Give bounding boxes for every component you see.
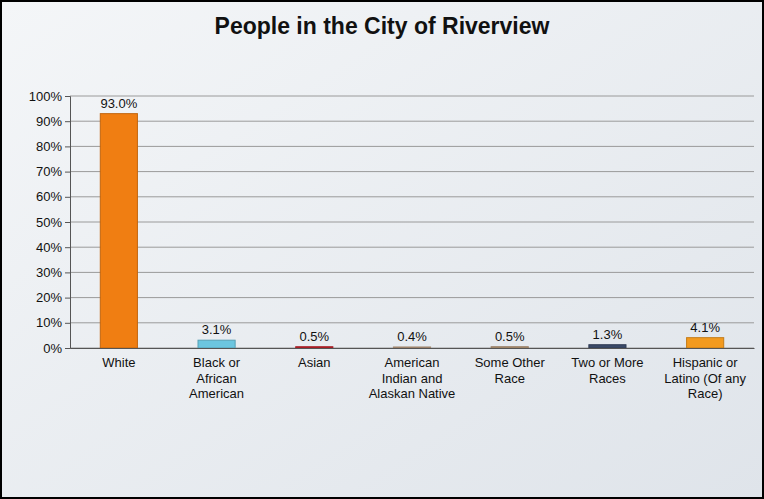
data-label: 3.1% <box>202 322 232 337</box>
x-tick: Some OtherRace <box>475 348 546 386</box>
y-tick: 70% <box>36 164 70 179</box>
y-tick-label: 0% <box>43 341 62 356</box>
y-tick: 100% <box>29 89 70 104</box>
x-tick: AmericanIndian andAlaskan Native <box>369 348 456 401</box>
x-tick-label: White <box>102 355 135 370</box>
grid-line <box>70 222 754 223</box>
y-tick-label: 50% <box>36 215 62 230</box>
grid-line <box>70 121 754 122</box>
grid-line <box>70 297 754 298</box>
y-tick-label: 80% <box>36 139 62 154</box>
y-tick-mark <box>65 197 70 198</box>
data-label: 0.5% <box>299 329 329 344</box>
y-tick: 10% <box>36 315 70 330</box>
y-tick-label: 10% <box>36 315 62 330</box>
y-tick-mark <box>65 323 70 324</box>
bar <box>100 114 137 348</box>
y-tick-mark <box>65 298 70 299</box>
bar <box>296 347 333 348</box>
x-tick: White <box>102 348 135 370</box>
y-tick: 50% <box>36 215 70 230</box>
y-tick-label: 100% <box>29 89 63 104</box>
chart: People in the City of Riverview 0% 10% 20% 3… <box>0 0 764 499</box>
y-tick-mark <box>65 121 70 122</box>
y-tick-mark <box>65 172 70 173</box>
data-label: 0.5% <box>495 329 525 344</box>
bar <box>589 345 626 348</box>
x-tick-label: Hispanic orLatino (Of anyRace) <box>664 355 746 401</box>
x-tick-label: Some OtherRace <box>475 355 546 386</box>
y-tick-label: 20% <box>36 290 62 305</box>
bar <box>491 347 528 348</box>
y-tick: 40% <box>36 240 70 255</box>
grid-line <box>70 348 754 349</box>
y-tick-label: 40% <box>36 240 62 255</box>
x-tick: Black orAfricanAmerican <box>189 348 244 401</box>
grid-line <box>70 272 754 273</box>
y-tick-mark <box>65 222 70 223</box>
x-axis-line <box>71 348 755 349</box>
y-tick-mark <box>65 146 70 147</box>
grid-line <box>70 322 754 323</box>
bar <box>687 338 724 348</box>
data-label: 1.3% <box>593 327 623 342</box>
x-tick-label: AmericanIndian andAlaskan Native <box>369 355 456 401</box>
bars <box>100 114 723 348</box>
y-tick-mark <box>65 96 70 97</box>
x-tick: Two or MoreRaces <box>571 348 643 386</box>
x-tick-label: Asian <box>298 355 331 370</box>
y-tick: 20% <box>36 290 70 305</box>
x-tick-label: Two or MoreRaces <box>571 355 643 386</box>
y-tick: 80% <box>36 139 70 154</box>
bar <box>198 340 235 348</box>
background <box>1 1 763 498</box>
y-tick-label: 70% <box>36 164 62 179</box>
x-axis: White Black orAfricanAmerican Asian America… <box>71 348 755 401</box>
data-label: 4.1% <box>690 320 720 335</box>
x-tick-label: Black orAfricanAmerican <box>189 355 244 401</box>
y-tick-mark <box>65 348 70 349</box>
grid-line <box>70 247 754 248</box>
y-tick-mark <box>65 247 70 248</box>
data-label: 93.0% <box>100 96 137 111</box>
grid-line <box>70 96 754 97</box>
bar <box>393 347 430 348</box>
x-tick: Asian <box>298 348 331 370</box>
y-axis-line <box>65 97 71 349</box>
title: People in the City of Riverview <box>215 13 550 39</box>
y-axis: 0% 10% 20% 30% 40% 50% 60% 70% 80% 90% 100% <box>29 89 71 356</box>
y-tick-label: 60% <box>36 189 62 204</box>
y-tick: 0% <box>43 341 70 356</box>
grid-line <box>70 146 754 147</box>
data-label: 0.4% <box>397 329 427 344</box>
y-tick: 30% <box>36 265 70 280</box>
y-tick: 90% <box>36 114 70 129</box>
plot: 0% 10% 20% 30% 40% 50% 60% 70% 80% 90% 100% White Bl… <box>29 89 755 402</box>
grid-line <box>70 171 754 172</box>
grid <box>70 96 754 348</box>
y-tick-label: 90% <box>36 114 62 129</box>
data-labels: 93.0% 3.1% 0.5% 0.4% 0.5% 1.3% 4.1% <box>100 96 720 344</box>
y-tick-mark <box>65 272 70 273</box>
grid-line <box>70 196 754 197</box>
x-tick: Hispanic orLatino (Of anyRace) <box>664 348 746 401</box>
y-tick-label: 30% <box>36 265 62 280</box>
y-tick: 60% <box>36 189 70 204</box>
